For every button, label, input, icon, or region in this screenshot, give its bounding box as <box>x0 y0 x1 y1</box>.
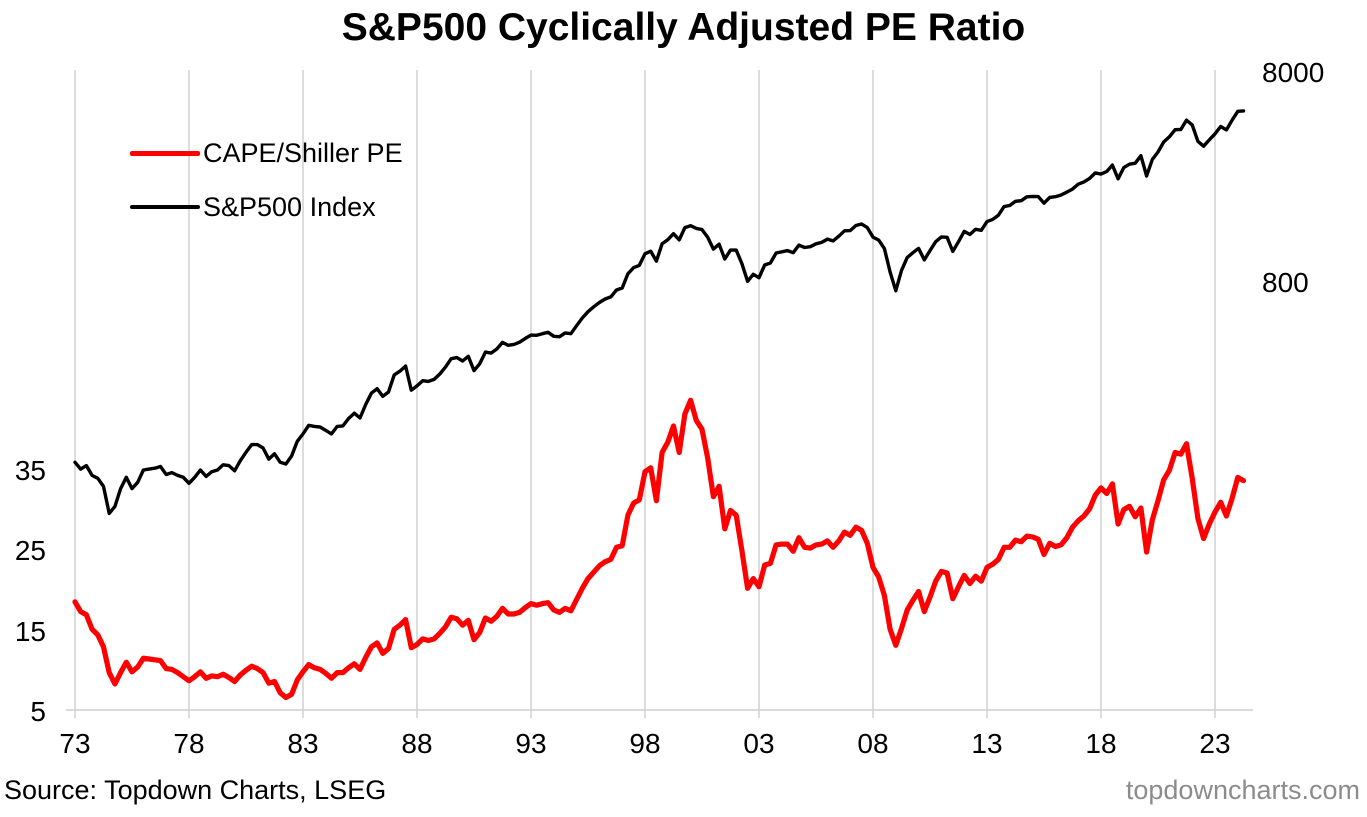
right-axis-tick-label: 8000 <box>1262 57 1325 88</box>
spx-series-line <box>73 109 1246 516</box>
watermark: topdowncharts.com <box>1125 775 1360 805</box>
x-axis-tick-label: 78 <box>173 728 205 759</box>
spx-line-swatch <box>130 205 200 209</box>
legend-item-cape: CAPE/Shiller PE <box>130 138 403 168</box>
legend-label-cape: CAPE/Shiller PE <box>203 138 403 168</box>
left-axis-tick-label: 25 <box>14 535 46 566</box>
x-axis-tick-label: 13 <box>971 728 1003 759</box>
x-axis-tick-label: 08 <box>857 728 889 759</box>
x-axis-tick-label: 93 <box>515 728 547 759</box>
cape-line-swatch <box>130 150 200 156</box>
cape-series-line <box>72 397 1247 701</box>
x-axis-tick-label: 03 <box>743 728 775 759</box>
x-axis-tick-label: 18 <box>1085 728 1117 759</box>
x-axis-tick-label: 83 <box>287 728 319 759</box>
left-axis-tick-label: 35 <box>14 455 46 486</box>
right-axis-tick-label: 800 <box>1262 267 1309 298</box>
chart-title: S&P500 Cyclically Adjusted PE Ratio <box>341 6 1026 49</box>
x-axis-tick-label: 23 <box>1199 728 1231 759</box>
left-axis-tick-label: 15 <box>14 616 46 647</box>
x-axis-tick-label: 73 <box>59 728 91 759</box>
left-axis-tick-label: 5 <box>30 696 46 727</box>
x-axis-tick-label: 88 <box>401 728 433 759</box>
source-note: Source: Topdown Charts, LSEG <box>4 775 387 805</box>
legend-item-spx: S&P500 Index <box>130 192 376 222</box>
legend-label-spx: S&P500 Index <box>203 192 376 222</box>
x-axis-tick-label: 98 <box>629 728 661 759</box>
